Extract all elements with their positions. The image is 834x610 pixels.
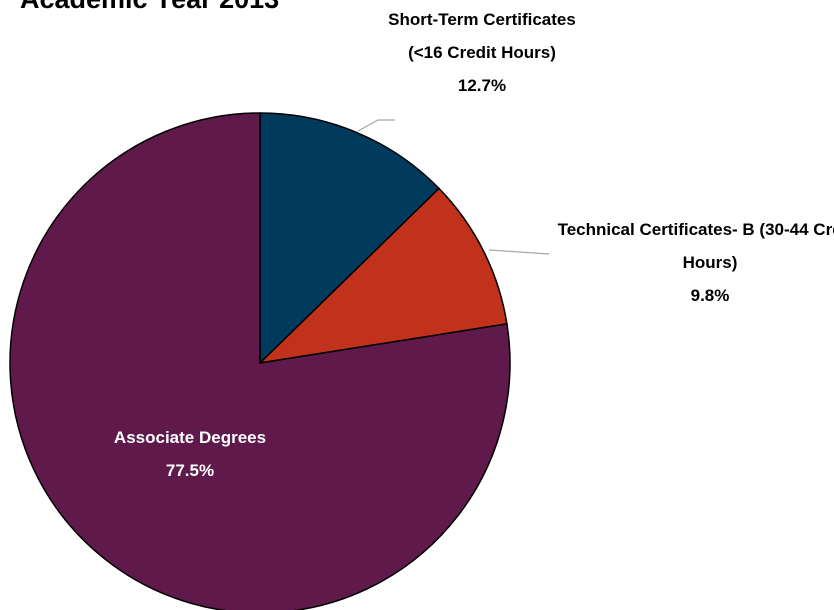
slice-name: Technical Certificates- B (30-44 Credit … bbox=[557, 220, 834, 272]
slice-name: Associate Degrees bbox=[113, 428, 267, 447]
pie-slice bbox=[259, 112, 441, 365]
leader-line bbox=[357, 119, 395, 132]
slice-value: 9.8% bbox=[690, 286, 730, 305]
pie-slice bbox=[257, 187, 508, 365]
data-label: Short-Term Certificates (<16 Credit Hour… bbox=[382, 3, 582, 102]
data-label: Associate Degrees 77.5% bbox=[90, 421, 290, 487]
slice-value: 77.5% bbox=[165, 461, 215, 480]
slice-value: 12.7% bbox=[457, 76, 507, 95]
pie-slice bbox=[9, 112, 511, 610]
slice-name: Short-Term Certificates (<16 Credit Hour… bbox=[388, 10, 576, 62]
data-label: Technical Certificates- B (30-44 Credit … bbox=[555, 213, 834, 312]
chart-title: Academic Year 2013 bbox=[20, 0, 279, 15]
leader-line bbox=[488, 249, 550, 255]
